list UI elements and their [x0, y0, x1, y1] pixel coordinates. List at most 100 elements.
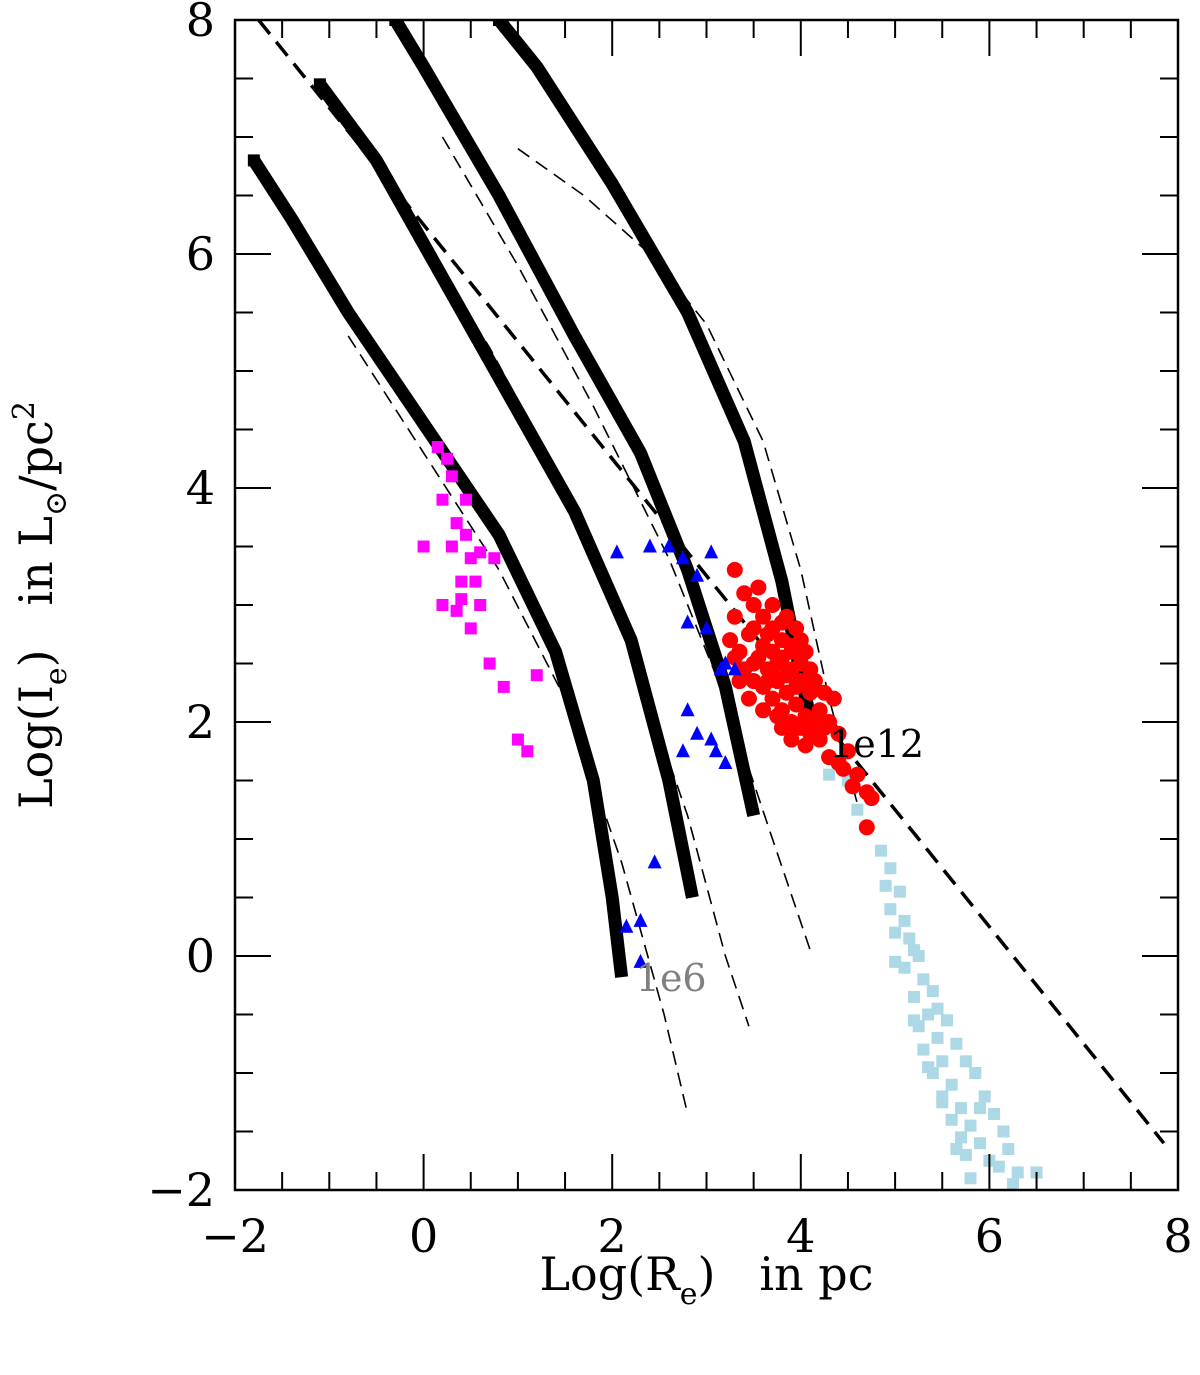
- red-point: [726, 608, 743, 625]
- red-point: [745, 597, 762, 613]
- lightblue-point: [898, 914, 911, 927]
- lightblue-point: [945, 1078, 958, 1091]
- model-track: [248, 156, 629, 978]
- red-point: [830, 754, 847, 771]
- lightblue-point: [950, 1143, 963, 1156]
- blue-point: [708, 743, 723, 758]
- lightblue-point: [823, 768, 836, 781]
- blue-point: [661, 538, 676, 553]
- x-axis-title-prefix: Log(R: [539, 1247, 681, 1301]
- y-axis-title-suffix: ) in L: [9, 516, 63, 667]
- red-point: [755, 702, 772, 719]
- red-point: [750, 579, 767, 596]
- red-point: [773, 719, 790, 736]
- magenta-point: [441, 452, 454, 465]
- lightblue-point: [992, 1160, 1005, 1173]
- red-point: [722, 632, 739, 649]
- red-point: [825, 690, 842, 707]
- x-tick-label: 0: [409, 1209, 438, 1263]
- lightblue-point: [879, 879, 892, 892]
- magenta-point: [460, 528, 473, 541]
- axes-layer: −2 0 2 4 6 8 −2 0 2 4 6 8: [147, 0, 1192, 1263]
- red-point: [731, 643, 748, 660]
- lightblue-point: [884, 862, 897, 875]
- magenta-point: [445, 540, 458, 553]
- lightblue-point: [955, 1131, 968, 1144]
- blue-point: [718, 754, 733, 769]
- lightblue-point: [959, 1055, 972, 1068]
- red-point: [759, 626, 776, 643]
- lightblue-point: [973, 1137, 986, 1150]
- thin-dashed-track: [517, 148, 859, 805]
- magenta-point: [450, 517, 463, 530]
- magenta-point: [445, 470, 458, 483]
- y-tick-label: 4: [186, 461, 215, 515]
- lightblue-point: [898, 961, 911, 974]
- lightblue-point: [1011, 1166, 1024, 1179]
- blue-point: [699, 620, 714, 635]
- lightblue-point: [917, 973, 930, 986]
- model-track-start-point: [493, 20, 506, 26]
- lightblue-point: [907, 990, 920, 1003]
- blue-point: [713, 661, 728, 676]
- red-point: [821, 714, 838, 730]
- lightblue-point: [884, 903, 897, 916]
- lightblue-point: [889, 955, 902, 968]
- y-tick-label: 2: [186, 695, 215, 749]
- red-point: [792, 632, 809, 649]
- blue-point: [727, 661, 742, 676]
- track-annotation: 1e12: [829, 722, 924, 766]
- lightblue-point: [922, 1008, 935, 1021]
- lightblue-point: [964, 1172, 977, 1185]
- lightblue-point: [936, 1096, 949, 1109]
- red-point: [811, 702, 828, 719]
- lightblue-point: [1006, 1178, 1019, 1190]
- x-axis-title-sub: e: [680, 1277, 698, 1312]
- magenta-point: [474, 546, 487, 559]
- lightblue-point: [936, 1055, 949, 1068]
- model-track-start-point: [247, 154, 260, 167]
- magenta-point: [497, 680, 510, 693]
- y-tick-label: −2: [147, 1163, 215, 1217]
- lightblue-point: [973, 1102, 986, 1115]
- track-annotation: 1e6: [636, 956, 707, 1000]
- magenta-point: [455, 593, 468, 606]
- red-point: [745, 620, 762, 637]
- plot-frame: [233, 18, 1180, 1192]
- lightblue-point: [1002, 1143, 1015, 1156]
- red-point: [858, 819, 875, 836]
- lightblue-point: [931, 1031, 944, 1044]
- red-point: [740, 690, 757, 707]
- blue-point: [690, 725, 705, 740]
- red-point: [844, 778, 861, 795]
- blue-point: [633, 953, 648, 968]
- blue-point: [642, 538, 657, 553]
- y-axis-title-sup: 2: [7, 401, 42, 420]
- red-point: [731, 673, 748, 690]
- magenta-point: [436, 493, 449, 506]
- series-layer: [247, 20, 1166, 1190]
- blue-point: [680, 702, 695, 717]
- y-axis-title-prefix: Log(I: [9, 685, 63, 809]
- blue-point: [680, 614, 695, 629]
- thin-dashed-track: [441, 136, 811, 951]
- magenta-point: [450, 604, 463, 617]
- blue-point: [647, 854, 662, 869]
- axis-ticks: −2 0 2 4 6 8 −2 0 2 4 6 8: [147, 0, 1192, 1263]
- magenta-point: [511, 733, 524, 746]
- red-point: [764, 667, 781, 684]
- magenta-point: [483, 657, 496, 670]
- blue-point: [675, 550, 690, 565]
- red-point: [863, 790, 880, 807]
- y-axis-title-sub: e: [39, 667, 74, 685]
- blue-point: [675, 743, 690, 758]
- lightblue-point: [955, 1102, 968, 1115]
- lightblue-point: [922, 1061, 935, 1074]
- red-point: [830, 725, 847, 742]
- lightblue-point: [945, 1113, 958, 1126]
- lightblue-point: [964, 1119, 977, 1132]
- x-tick-label: −2: [201, 1209, 269, 1263]
- magenta-point: [521, 745, 534, 758]
- annotation-layer: 1e6 1e12: [636, 722, 924, 1000]
